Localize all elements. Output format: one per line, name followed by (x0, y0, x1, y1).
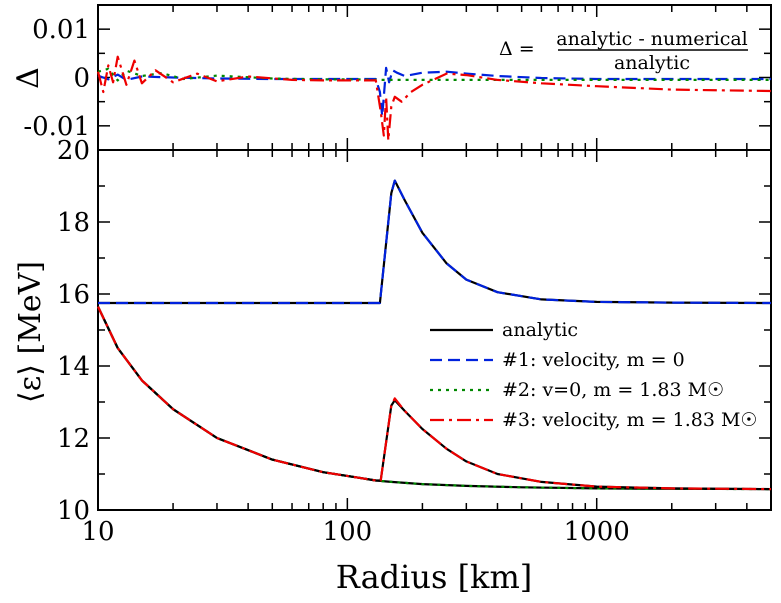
bottom-y-tick-label: 10 (57, 496, 90, 526)
bottom-series-line-0 (98, 179, 772, 305)
formula-lhs: Δ = (499, 38, 535, 60)
top-y-axis-label: Δ (11, 67, 46, 89)
x-axis-label: Radius [km] (336, 558, 533, 596)
tick-labels: 10 100 1000 10 12 14 16 18 20 0.01 0 -0.01 (23, 15, 629, 547)
top-series-line-2 (96, 55, 772, 142)
bottom-y-tick-label: 14 (57, 352, 90, 382)
formula-denominator: analytic (614, 52, 690, 74)
x-tick-label: 1000 (564, 517, 630, 547)
legend-label-2: #2: v=0, m = 1.83 M☉ (502, 379, 724, 401)
formula-numerator: analytic - numerical (556, 28, 748, 50)
top-y-tick-label: 0 (73, 64, 90, 94)
legend-label-0: analytic (502, 319, 578, 341)
legend: analytic #1: velocity, m = 0 #2: v=0, m = … (430, 319, 757, 431)
top-series-line-0 (97, 66, 771, 118)
bottom-y-tick-label: 12 (57, 424, 90, 454)
bottom-series-line-1 (98, 179, 772, 305)
bottom-y-axis-label: ⟨ε⟩ [MeV] (13, 261, 48, 403)
bottom-y-tick-label: 16 (57, 280, 90, 310)
bottom-y-tick-label: 18 (57, 208, 90, 238)
x-tick-label: 100 (323, 517, 373, 547)
top-y-tick-label: -0.01 (23, 112, 90, 142)
top-series-line-1 (97, 67, 771, 82)
top-panel-series (96, 55, 772, 142)
bottom-y-tick-label: 20 (57, 136, 90, 166)
legend-label-1: #1: velocity, m = 0 (502, 349, 685, 371)
x-tick-label: 10 (81, 517, 114, 547)
bottom-panel-series (97, 179, 772, 491)
top-y-tick-label: 0.01 (32, 15, 90, 45)
delta-formula: Δ = analytic - numerical analytic (499, 28, 748, 74)
legend-label-3: #3: velocity, m = 1.83 M☉ (502, 409, 757, 431)
bottom-series-line-5 (97, 306, 772, 491)
